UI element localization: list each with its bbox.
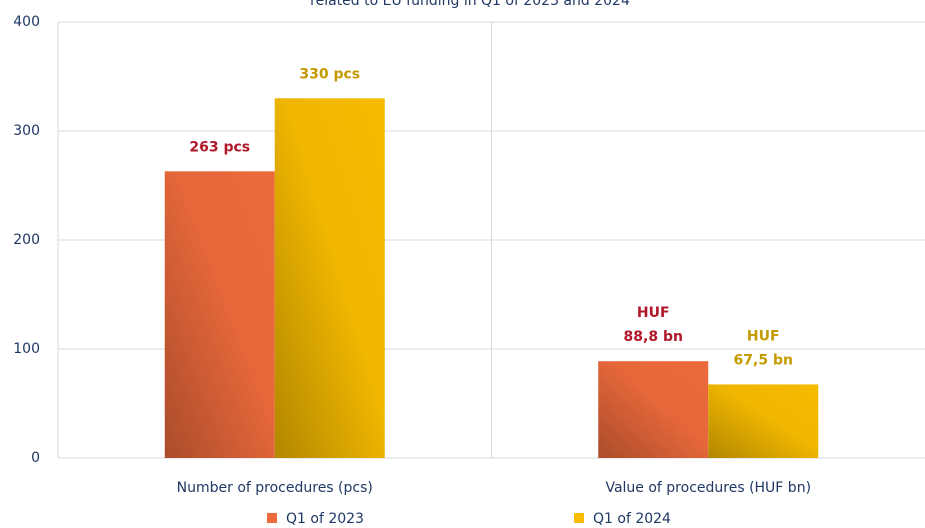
bar [708,384,819,458]
y-tick-label: 0 [31,450,40,466]
y-tick-label: 400 [13,14,40,30]
x-tick-label: Value of procedures (HUF bn) [605,480,811,496]
data-label: 88,8 bn [624,329,683,345]
legend-swatch [267,513,277,523]
data-label: HUF [637,305,670,321]
legend-label: Q1 of 2023 [286,511,364,527]
y-tick-label: 200 [13,232,40,248]
legend-label: Q1 of 2024 [593,511,671,527]
data-label: 67,5 bn [734,352,793,368]
x-tick-label: Number of procedures (pcs) [177,480,373,496]
data-label: 263 pcs [189,139,250,155]
bar [598,361,709,458]
y-tick-label: 100 [13,341,40,357]
chart-title: related to EU funding in Q1 of 2023 and … [310,0,630,9]
bar [164,171,275,458]
legend-swatch [574,513,584,523]
data-label: HUF [747,328,780,344]
y-tick-label: 300 [13,123,40,139]
data-label: 330 pcs [299,66,360,82]
bar [274,98,385,459]
